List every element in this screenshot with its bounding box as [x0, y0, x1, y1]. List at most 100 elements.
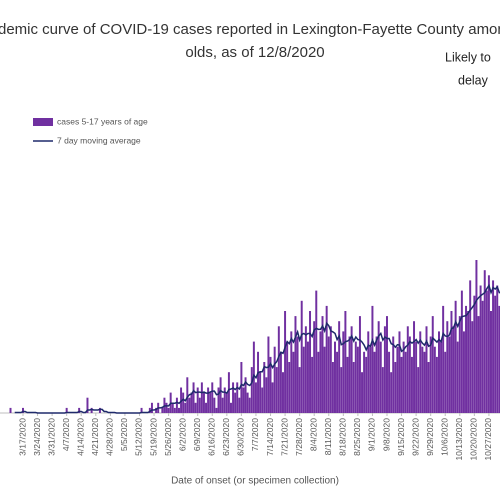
bar — [196, 387, 199, 413]
bar — [454, 300, 457, 413]
x-tick-label: 3/17/2020 — [17, 418, 27, 456]
bar — [361, 372, 364, 413]
x-tick-label: 5/26/2020 — [163, 418, 173, 456]
bar — [286, 341, 289, 413]
bar — [315, 290, 318, 413]
bar — [490, 311, 492, 413]
bar — [373, 351, 376, 413]
x-tick-label: 8/4/2020 — [308, 418, 318, 451]
legend-label: cases 5-17 years of age — [57, 116, 148, 126]
bar — [265, 377, 268, 413]
bar — [86, 397, 89, 413]
bar — [261, 387, 264, 413]
x-tick-label: 9/15/2020 — [396, 418, 406, 456]
bar — [238, 397, 241, 413]
bar — [388, 351, 391, 413]
x-tick-label: 4/21/2020 — [90, 418, 100, 456]
bar — [254, 382, 257, 413]
bar — [344, 311, 347, 413]
bar — [433, 346, 436, 413]
bar — [421, 346, 424, 413]
bar — [294, 316, 297, 413]
x-tick-label: 10/20/2020 — [469, 418, 479, 461]
bar — [9, 407, 12, 413]
bar — [415, 341, 418, 413]
bar — [217, 387, 220, 413]
bar — [429, 336, 432, 413]
x-tick-label: 9/29/2020 — [425, 418, 435, 456]
bar — [365, 356, 368, 413]
bar — [194, 402, 197, 413]
x-tick-label: 3/24/2020 — [32, 418, 42, 456]
bar — [452, 326, 455, 413]
bar — [250, 367, 253, 413]
bar — [465, 305, 468, 413]
bar — [458, 316, 461, 413]
bar — [358, 316, 361, 413]
bar — [492, 280, 495, 413]
x-tick-label: 6/9/2020 — [192, 418, 202, 451]
bar — [419, 331, 422, 413]
bar — [350, 326, 353, 413]
x-tick-label: 8/11/2020 — [323, 418, 333, 455]
bar — [184, 402, 187, 413]
bar — [319, 331, 322, 413]
x-tick-label: 8/25/2020 — [352, 418, 362, 456]
bar — [402, 341, 405, 413]
bar — [188, 397, 191, 413]
bar — [334, 341, 336, 413]
x-tick-label: 9/8/2020 — [381, 418, 391, 451]
bar — [479, 285, 482, 413]
bar — [306, 341, 309, 413]
bar — [192, 382, 195, 413]
bar — [483, 270, 486, 413]
bar — [298, 367, 301, 413]
bar — [340, 367, 343, 413]
moving-average-line — [14, 283, 500, 414]
x-tick-label: 6/2/2020 — [177, 418, 187, 451]
legend-label: 7 day moving average — [57, 135, 141, 145]
bar — [485, 290, 488, 413]
bar — [494, 295, 497, 413]
bar — [230, 402, 232, 413]
bar — [313, 321, 316, 413]
bar — [190, 392, 193, 413]
bar — [477, 316, 480, 413]
bar — [78, 407, 81, 413]
bar — [213, 397, 216, 413]
x-tick-label: 7/28/2020 — [294, 418, 304, 456]
bar — [396, 346, 399, 413]
bar — [435, 356, 438, 413]
bar — [431, 316, 434, 413]
bar — [211, 382, 214, 413]
bar — [219, 377, 222, 413]
bar — [198, 397, 201, 413]
x-tick-label: 4/14/2020 — [75, 418, 85, 456]
bar — [481, 300, 484, 413]
bar — [456, 341, 459, 413]
bar — [469, 280, 472, 413]
bar — [375, 336, 378, 413]
bar — [369, 346, 372, 413]
bar — [148, 407, 151, 413]
bar — [186, 377, 189, 413]
bar — [290, 331, 293, 413]
bar — [450, 311, 453, 413]
bar — [408, 336, 411, 413]
bar — [404, 351, 407, 413]
bar — [202, 392, 205, 413]
chart-title: demic curve of COVID-19 cases reported i… — [0, 21, 500, 38]
bar — [460, 290, 463, 413]
bar — [496, 285, 499, 413]
bar — [336, 351, 339, 413]
bar — [161, 407, 164, 413]
bar — [438, 331, 440, 413]
bar — [167, 407, 170, 413]
bar — [302, 346, 305, 413]
bar — [440, 341, 443, 413]
x-tick-label: 7/21/2020 — [279, 418, 289, 456]
bar — [321, 316, 324, 413]
bar — [413, 321, 416, 413]
bar — [392, 336, 395, 413]
